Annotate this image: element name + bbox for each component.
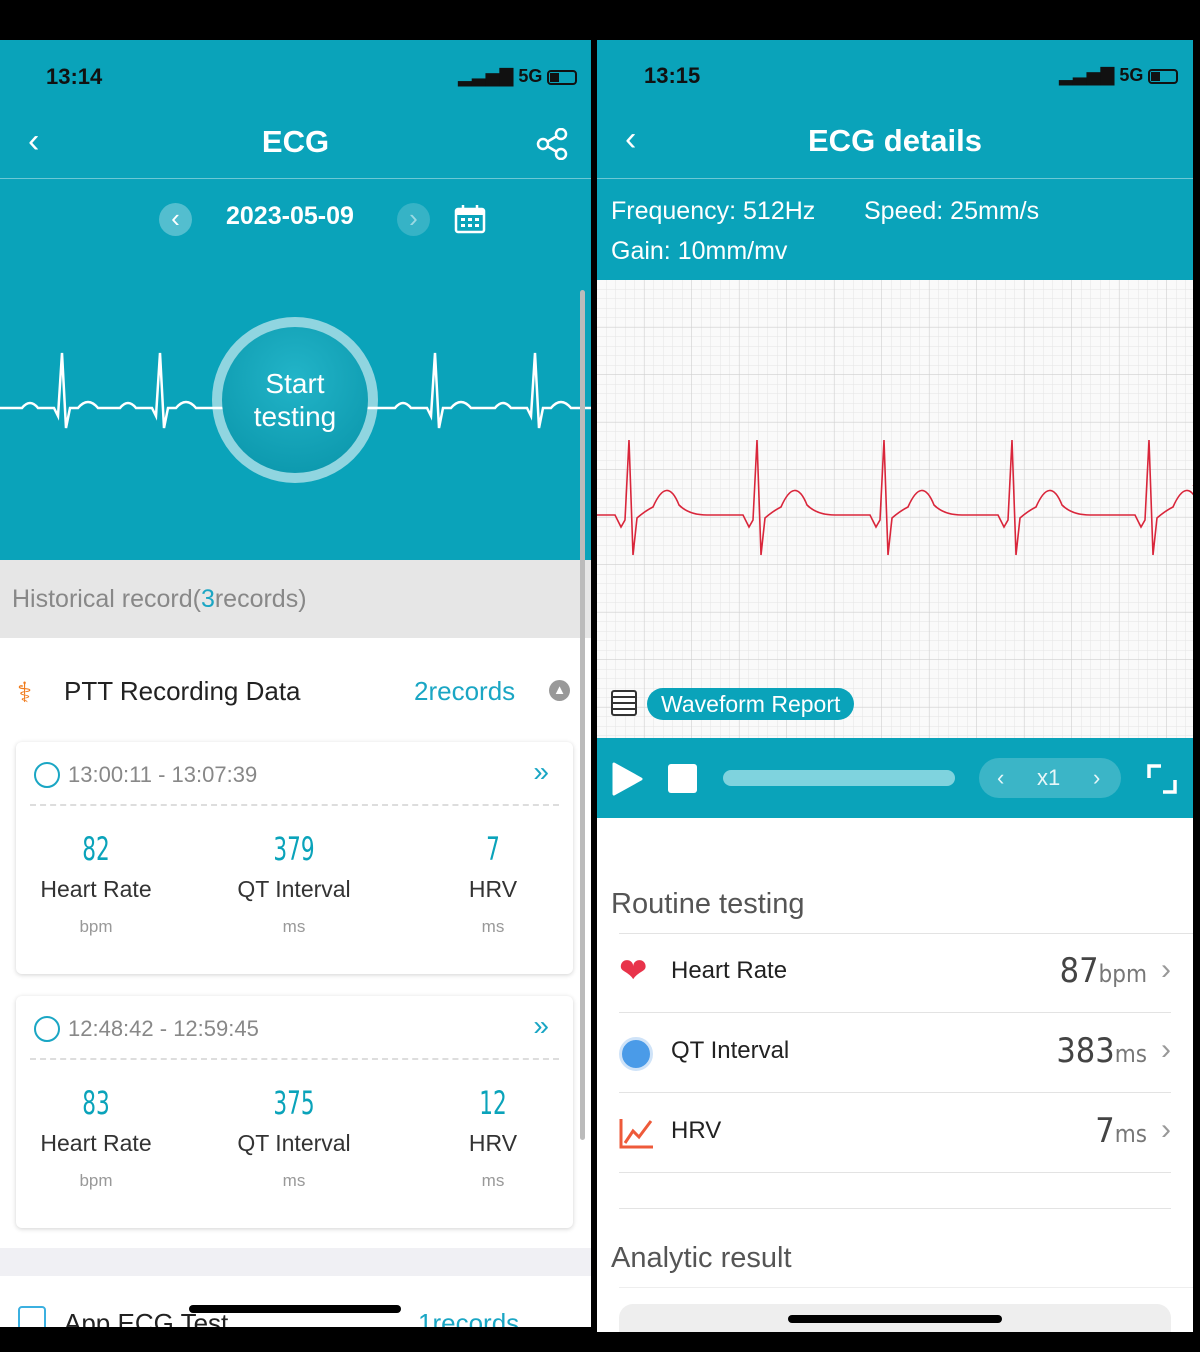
double-chevron-icon[interactable]: » xyxy=(533,756,549,787)
share-icon[interactable] xyxy=(536,128,568,160)
status-time: 13:14 xyxy=(46,64,103,89)
clock-icon xyxy=(619,1037,653,1071)
app-ecg-icon xyxy=(18,1306,46,1327)
play-icon[interactable] xyxy=(611,762,643,796)
ecg-waveform-chart xyxy=(597,280,1193,738)
battery-icon xyxy=(547,69,578,85)
prev-date-button[interactable]: ‹ xyxy=(159,203,192,236)
record-card[interactable]: 13:00:11 - 13:07:39 » 82 Heart Rate bpm 37… xyxy=(16,742,573,974)
metric-qt-interval: 375 QT Interval ms xyxy=(237,1084,351,1190)
heart-icon: ❤ xyxy=(619,952,648,990)
fullscreen-icon[interactable] xyxy=(1147,764,1177,794)
record-time: 13:00:11 - 13:07:39 xyxy=(68,762,258,787)
historical-record-label: Historical record(3records) xyxy=(12,585,307,613)
row-heart-rate[interactable]: ❤ Heart Rate 87bpm › xyxy=(619,933,1171,1013)
gain-label: Gain: 10mm/mv xyxy=(611,237,788,265)
speed-value: x1 xyxy=(1037,765,1061,790)
speed-control: ‹ x1 › xyxy=(979,758,1121,798)
signal-icon: ▂▃▅▇ xyxy=(458,66,514,86)
date-label: 2023-05-09 xyxy=(226,202,354,230)
ptt-icon: ⚕ xyxy=(17,677,33,708)
scrollbar[interactable] xyxy=(580,290,585,1140)
stop-button[interactable] xyxy=(668,764,697,793)
section-title: PTT Recording Data xyxy=(64,676,301,706)
next-section-title: App ECG Test xyxy=(64,1308,229,1327)
battery-icon xyxy=(1148,68,1179,84)
metric-heart-rate: 82 Heart Rate bpm xyxy=(40,830,152,936)
speed-label: Speed: 25mm/s xyxy=(864,197,1040,225)
status-network: ▂▃▅▇ 5G xyxy=(1059,65,1179,86)
chevron-right-icon: › xyxy=(1161,953,1171,986)
metric-hrv: 7 HRV ms xyxy=(468,830,518,936)
status-network: ▂▃▅▇ 5G xyxy=(458,66,578,87)
ecg-trace xyxy=(597,439,1193,556)
waveform-report-button[interactable]: Waveform Report xyxy=(647,688,855,720)
section-count[interactable]: 2records xyxy=(414,676,516,706)
ecg-details-screen: 13:15 ▂▃▅▇ 5G ‹ ECG details Frequency: 5… xyxy=(597,40,1193,1332)
home-indicator xyxy=(788,1315,1002,1323)
ecg-screen: 13:14 ▂▃▅▇ 5G ‹ ECG ‹ 2023-05-09 › Start… xyxy=(0,40,591,1327)
page-title: ECG details xyxy=(808,123,982,158)
page-title: ECG xyxy=(261,124,330,159)
chevron-right-icon: › xyxy=(1161,1033,1171,1066)
report-icon xyxy=(611,690,637,716)
metric-qt-interval: 379 QT Interval ms xyxy=(237,830,351,936)
next-section-count[interactable]: 1records xyxy=(418,1308,520,1327)
start-testing-button[interactable]: Start testing xyxy=(222,327,368,473)
back-button[interactable]: ‹ xyxy=(625,120,637,158)
analytic-title: Analytic result xyxy=(611,1242,792,1274)
metric-hrv: 12 HRV ms xyxy=(468,1084,518,1190)
chevron-right-icon: › xyxy=(1161,1113,1171,1146)
double-chevron-icon[interactable]: » xyxy=(533,1010,549,1041)
signal-icon: ▂▃▅▇ xyxy=(1059,65,1115,85)
speed-increase-button[interactable]: › xyxy=(1093,765,1101,790)
collapse-icon[interactable]: ▲ xyxy=(549,680,570,701)
next-date-button[interactable]: › xyxy=(397,203,430,236)
home-indicator xyxy=(189,1305,401,1313)
speed-decrease-button[interactable]: ‹ xyxy=(997,765,1005,790)
record-card[interactable]: 12:48:42 - 12:59:45 » 83 Heart Rate bpm 37… xyxy=(16,996,573,1228)
record-time: 12:48:42 - 12:59:45 xyxy=(68,1016,259,1041)
row-qt-interval[interactable]: QT Interval 383ms › xyxy=(619,1013,1171,1093)
trend-icon xyxy=(619,1119,653,1149)
back-button[interactable]: ‹ xyxy=(28,122,40,160)
calendar-icon[interactable] xyxy=(454,204,486,234)
clock-icon xyxy=(34,762,60,788)
metric-heart-rate: 83 Heart Rate bpm xyxy=(40,1084,152,1190)
row-hrv[interactable]: HRV 7ms › xyxy=(619,1093,1171,1173)
clock-icon xyxy=(34,1016,60,1042)
routine-title: Routine testing xyxy=(611,888,805,920)
status-time: 13:15 xyxy=(644,63,701,88)
frequency-label: Frequency: 512Hz xyxy=(611,197,816,225)
progress-slider[interactable] xyxy=(723,770,955,786)
